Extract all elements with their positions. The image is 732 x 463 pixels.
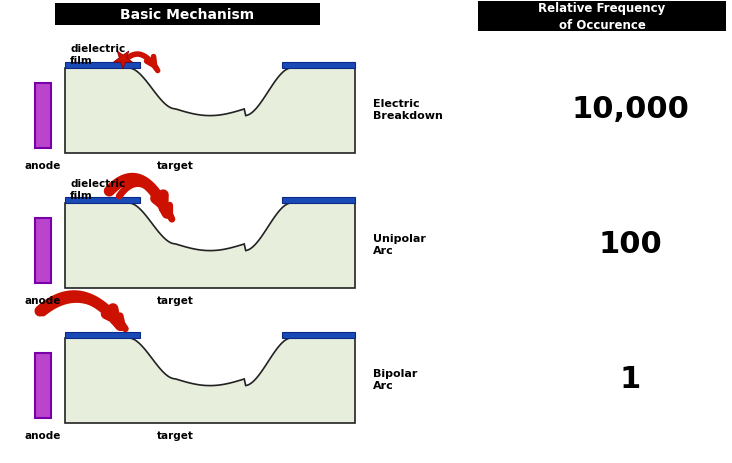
Text: target: target — [157, 430, 194, 440]
Text: anode: anode — [25, 430, 61, 440]
Bar — [35, 219, 51, 283]
Polygon shape — [65, 332, 141, 338]
Polygon shape — [65, 198, 141, 204]
Polygon shape — [283, 198, 355, 204]
Polygon shape — [65, 69, 355, 154]
Text: anode: anode — [25, 295, 61, 305]
Polygon shape — [65, 204, 355, 288]
Text: Basic Mechanism: Basic Mechanism — [121, 8, 255, 22]
Text: 100: 100 — [598, 230, 662, 259]
Bar — [35, 353, 51, 418]
Polygon shape — [113, 52, 132, 70]
Bar — [35, 84, 51, 149]
Text: anode: anode — [25, 161, 61, 171]
Text: Electric
Breakdown: Electric Breakdown — [373, 99, 443, 120]
Bar — [55, 4, 320, 26]
Text: dielectric
film: dielectric film — [70, 44, 125, 65]
Text: Relative Frequency
of Occurence: Relative Frequency of Occurence — [538, 2, 665, 32]
Polygon shape — [65, 338, 355, 423]
Polygon shape — [65, 63, 141, 69]
Text: target: target — [157, 161, 194, 171]
Text: target: target — [157, 295, 194, 305]
Text: 1: 1 — [619, 364, 640, 394]
Text: 10,000: 10,000 — [571, 95, 689, 124]
Polygon shape — [283, 63, 355, 69]
Text: Unipolar
Arc: Unipolar Arc — [373, 233, 426, 255]
Text: dielectric
film: dielectric film — [70, 179, 125, 200]
Polygon shape — [283, 332, 355, 338]
Text: Bipolar
Arc: Bipolar Arc — [373, 368, 417, 390]
Bar — [478, 2, 726, 32]
